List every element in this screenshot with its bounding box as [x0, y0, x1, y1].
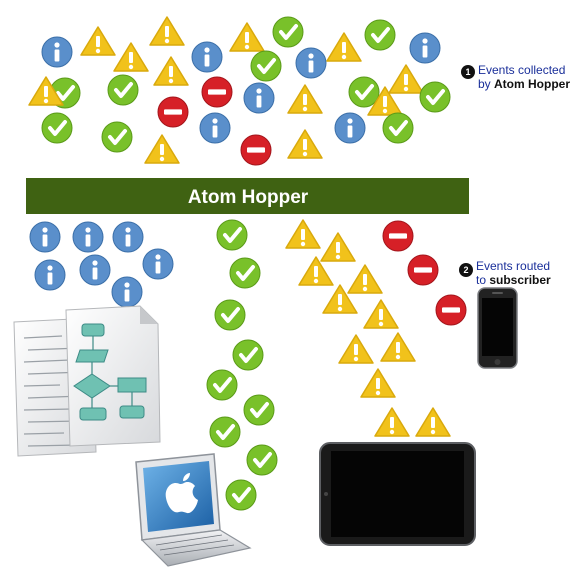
warning-icon	[28, 76, 64, 106]
callout-line-2-prefix: by	[478, 77, 495, 91]
warning-icon	[229, 22, 265, 52]
warning-icon	[285, 219, 321, 249]
info-icon	[41, 36, 73, 68]
callout-line-2-strong: subscriber	[489, 273, 551, 287]
callout-line-2-strong: Atom Hopper	[494, 77, 571, 91]
warning-icon	[80, 26, 116, 56]
atom-hopper-banner	[26, 178, 469, 214]
warning-icon	[415, 407, 451, 437]
warning-icon	[347, 264, 383, 294]
no-entry-icon	[435, 294, 467, 326]
check-icon	[419, 81, 451, 113]
check-icon	[232, 339, 264, 371]
phone-icon	[477, 287, 518, 369]
warning-icon	[380, 332, 416, 362]
warning-icon	[287, 84, 323, 114]
check-icon	[107, 74, 139, 106]
info-icon	[142, 248, 174, 280]
info-icon	[191, 41, 223, 73]
check-icon	[272, 16, 304, 48]
tablet-icon	[319, 442, 476, 546]
warning-icon	[338, 334, 374, 364]
step-number-badge: 1	[461, 65, 475, 79]
check-icon	[214, 299, 246, 331]
info-icon	[243, 82, 275, 114]
info-icon	[112, 221, 144, 253]
check-icon	[246, 444, 278, 476]
check-icon	[209, 416, 241, 448]
check-icon	[243, 394, 275, 426]
warning-icon	[287, 129, 323, 159]
step-number-badge: 2	[459, 263, 473, 277]
check-icon	[216, 219, 248, 251]
check-icon	[250, 50, 282, 82]
info-icon	[111, 276, 143, 308]
check-icon	[101, 121, 133, 153]
warning-icon	[153, 56, 189, 86]
no-entry-icon	[240, 134, 272, 166]
no-entry-icon	[201, 76, 233, 108]
callout-events-collected: 1 Events collected by Atom Hopper	[461, 63, 576, 93]
check-icon	[348, 76, 380, 108]
callout-events-routed: 2 Events routed to subscriber	[459, 259, 574, 289]
warning-icon	[320, 232, 356, 262]
laptop-icon	[135, 453, 252, 567]
warning-icon	[298, 256, 334, 286]
info-icon	[295, 47, 327, 79]
info-icon	[72, 221, 104, 253]
warning-icon	[149, 16, 185, 46]
warning-icon	[388, 64, 424, 94]
check-icon	[382, 112, 414, 144]
no-entry-icon	[382, 220, 414, 252]
info-icon	[334, 112, 366, 144]
warning-icon	[326, 32, 362, 62]
atom-hopper-label: Atom Hopper	[188, 187, 309, 208]
collected-events-cluster	[28, 16, 451, 166]
check-icon	[206, 369, 238, 401]
info-icon	[34, 259, 66, 291]
warning-icon	[322, 284, 358, 314]
callout-line-1: Events collected	[478, 63, 566, 77]
info-icon	[29, 221, 61, 253]
check-icon	[364, 19, 396, 51]
warning-icon	[374, 407, 410, 437]
warning-icon	[360, 368, 396, 398]
info-icon	[409, 32, 441, 64]
no-entry-icon	[157, 96, 189, 128]
check-icon	[229, 257, 261, 289]
warning-icon	[363, 299, 399, 329]
callout-line-2-prefix: to	[476, 273, 490, 287]
documents-icon	[13, 305, 161, 457]
info-icon	[79, 254, 111, 286]
no-entry-icon	[407, 254, 439, 286]
warning-icon	[113, 42, 149, 72]
info-icon	[199, 112, 231, 144]
check-icon	[41, 112, 73, 144]
warning-icon	[367, 86, 403, 116]
routed-events-streams	[29, 219, 467, 511]
callout-line-1: Events routed	[476, 259, 551, 273]
check-icon	[225, 479, 257, 511]
warning-icon	[144, 134, 180, 164]
